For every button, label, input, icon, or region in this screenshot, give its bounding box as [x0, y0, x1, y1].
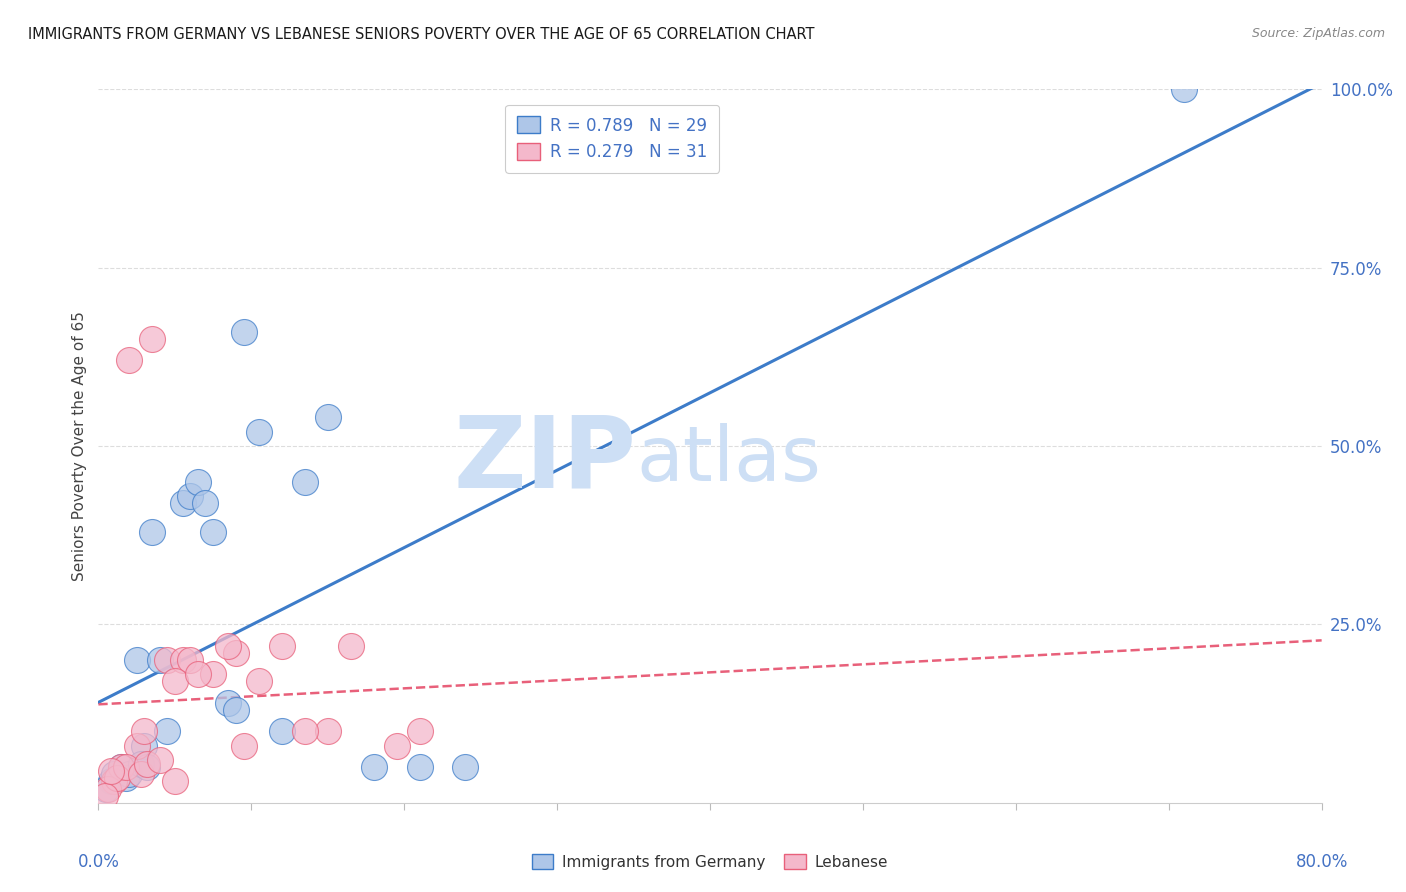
Text: IMMIGRANTS FROM GERMANY VS LEBANESE SENIORS POVERTY OVER THE AGE OF 65 CORRELATI: IMMIGRANTS FROM GERMANY VS LEBANESE SENI…: [28, 27, 814, 42]
Point: [156, 653, 179, 667]
Point: [187, 475, 209, 489]
Point: [156, 724, 179, 739]
Legend: Immigrants from Germany, Lebanese: Immigrants from Germany, Lebanese: [524, 846, 896, 877]
Point: [115, 760, 138, 774]
Point: [179, 489, 201, 503]
Point: [270, 724, 294, 739]
Point: [270, 639, 294, 653]
Text: ZIP: ZIP: [454, 412, 637, 508]
Text: atlas: atlas: [637, 424, 821, 497]
Point: [247, 674, 270, 689]
Point: [149, 753, 172, 767]
Point: [125, 739, 148, 753]
Point: [134, 724, 156, 739]
Point: [179, 653, 201, 667]
Point: [172, 653, 194, 667]
Point: [225, 703, 247, 717]
Point: [118, 767, 141, 781]
Point: [110, 760, 132, 774]
Point: [217, 696, 239, 710]
Point: [136, 756, 159, 771]
Point: [294, 724, 316, 739]
Point: [141, 332, 163, 346]
Point: [97, 781, 120, 796]
Point: [202, 524, 225, 539]
Point: [385, 739, 408, 753]
Point: [125, 653, 148, 667]
Point: [129, 767, 152, 781]
Point: [316, 724, 339, 739]
Point: [129, 756, 152, 771]
Point: [118, 353, 141, 368]
Point: [100, 764, 122, 778]
Point: [408, 724, 430, 739]
Point: [202, 667, 225, 681]
Point: [194, 496, 217, 510]
Point: [454, 760, 477, 774]
Point: [232, 325, 254, 339]
Point: [1173, 82, 1195, 96]
Point: [225, 646, 247, 660]
Point: [163, 774, 186, 789]
Y-axis label: Seniors Poverty Over the Age of 65: Seniors Poverty Over the Age of 65: [72, 311, 87, 581]
Point: [187, 667, 209, 681]
Point: [408, 760, 430, 774]
Text: Source: ZipAtlas.com: Source: ZipAtlas.com: [1251, 27, 1385, 40]
Point: [163, 674, 186, 689]
Point: [100, 774, 122, 789]
Point: [339, 639, 361, 653]
Point: [232, 739, 254, 753]
Point: [105, 771, 128, 785]
Text: 80.0%: 80.0%: [1295, 853, 1348, 871]
Point: [247, 425, 270, 439]
Point: [103, 767, 125, 781]
Point: [316, 410, 339, 425]
Point: [363, 760, 385, 774]
Point: [94, 781, 117, 796]
Point: [110, 760, 132, 774]
Point: [134, 739, 156, 753]
Point: [103, 774, 125, 789]
Point: [172, 496, 194, 510]
Point: [136, 760, 159, 774]
Point: [217, 639, 239, 653]
Point: [141, 524, 163, 539]
Point: [294, 475, 316, 489]
Point: [93, 789, 115, 803]
Point: [115, 771, 138, 785]
Point: [149, 653, 172, 667]
Text: 0.0%: 0.0%: [77, 853, 120, 871]
